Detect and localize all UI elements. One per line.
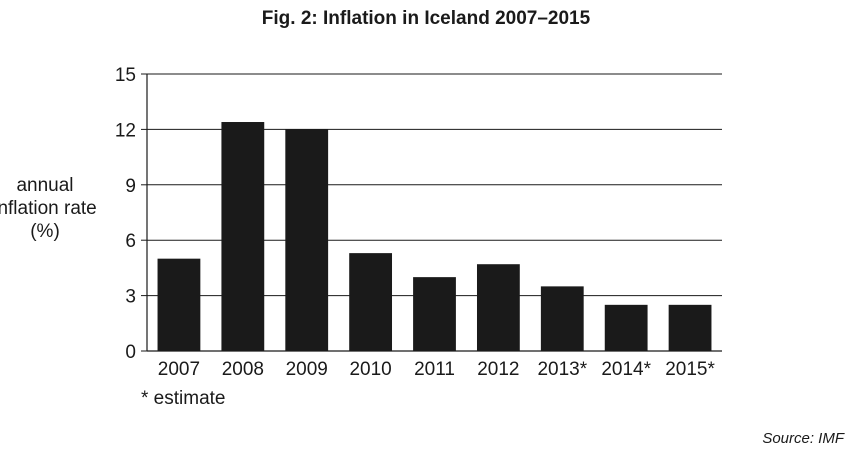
- x-tick-label: 2015*: [665, 359, 715, 380]
- x-tick-label: 2014*: [601, 359, 651, 380]
- x-tick-label: 2013*: [537, 359, 587, 380]
- y-tick-label: 3: [125, 287, 136, 308]
- bar: [349, 253, 393, 351]
- chart-title: Fig. 2: Inflation in Iceland 2007–2015: [261, 8, 591, 29]
- bar: [540, 286, 584, 351]
- y-axis-label: annual inflation rate (%): [0, 174, 120, 243]
- y-tick-label: 6: [125, 231, 136, 252]
- x-tick-label: 2012: [477, 359, 519, 380]
- y-axis-label-line-3: (%): [30, 221, 60, 242]
- bar: [604, 304, 648, 351]
- y-tick-label: 0: [125, 342, 136, 363]
- bar: [285, 129, 329, 351]
- y-tick-label: 15: [115, 65, 136, 86]
- x-tick-label: 2008: [222, 359, 264, 380]
- bar: [476, 264, 520, 351]
- x-tick-label: 2007: [158, 359, 200, 380]
- bar: [668, 304, 712, 351]
- bar: [157, 258, 201, 351]
- x-tick-label: 2009: [286, 359, 328, 380]
- source-note: Source: IMF: [762, 430, 844, 447]
- x-tick-label: 2010: [349, 359, 391, 380]
- bar: [413, 277, 456, 351]
- x-tick-label: 2011: [414, 359, 455, 380]
- y-tick-label: 9: [125, 176, 136, 197]
- y-tick-label: 12: [115, 120, 136, 141]
- bar: [221, 122, 265, 351]
- y-axis-label-line-2: inflation rate: [0, 198, 97, 219]
- y-axis-label-line-1: annual: [16, 175, 74, 196]
- estimate-footnote: * estimate: [141, 388, 226, 409]
